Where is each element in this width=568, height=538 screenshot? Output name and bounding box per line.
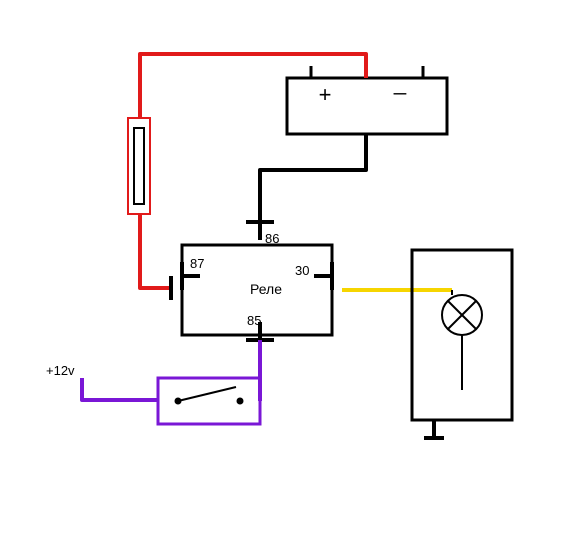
- background: [0, 0, 568, 538]
- circuit-diagram: + _ Реле 86 85 87 30 +12v: [0, 0, 568, 538]
- relay-label: Реле: [250, 281, 282, 297]
- relay-pin-87-label: 87: [190, 256, 204, 271]
- relay-pin-86-label: 86: [265, 231, 279, 246]
- switch-contact-right: [237, 398, 244, 405]
- source-12v-label: +12v: [46, 363, 75, 378]
- relay-pin-85-label: 85: [247, 313, 261, 328]
- relay-pin-30-label: 30: [295, 263, 309, 278]
- battery-minus-label: _: [393, 70, 407, 95]
- battery-plus-label: +: [319, 82, 332, 107]
